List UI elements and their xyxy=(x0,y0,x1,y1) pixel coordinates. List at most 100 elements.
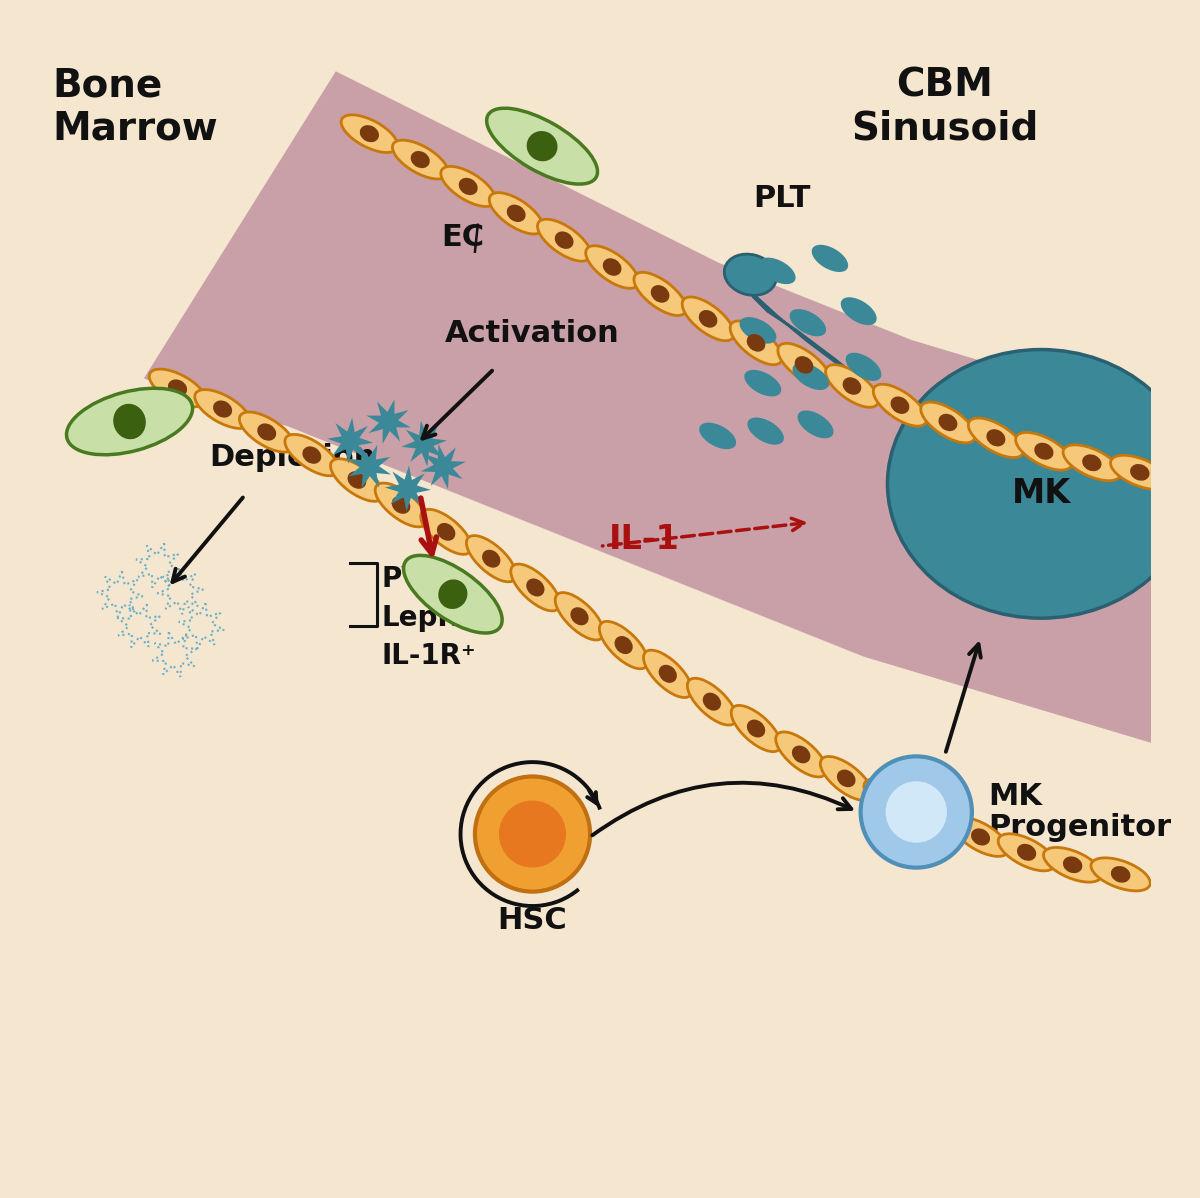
Ellipse shape xyxy=(214,400,232,418)
Ellipse shape xyxy=(739,317,776,344)
Text: Bone
Marrow: Bone Marrow xyxy=(53,67,218,147)
Polygon shape xyxy=(328,418,373,464)
Ellipse shape xyxy=(703,692,721,710)
Ellipse shape xyxy=(554,231,574,249)
Ellipse shape xyxy=(826,364,878,407)
Ellipse shape xyxy=(1063,857,1082,873)
Polygon shape xyxy=(348,444,391,489)
Ellipse shape xyxy=(1130,464,1150,480)
Ellipse shape xyxy=(341,115,397,152)
Ellipse shape xyxy=(556,593,604,640)
Ellipse shape xyxy=(410,151,430,168)
Ellipse shape xyxy=(821,756,872,800)
Ellipse shape xyxy=(758,258,796,284)
Circle shape xyxy=(475,776,590,891)
Ellipse shape xyxy=(792,363,829,391)
Ellipse shape xyxy=(971,828,990,846)
Ellipse shape xyxy=(614,636,632,654)
Ellipse shape xyxy=(440,167,496,206)
Ellipse shape xyxy=(682,297,734,340)
Ellipse shape xyxy=(836,769,856,787)
Ellipse shape xyxy=(330,459,383,501)
Ellipse shape xyxy=(792,745,810,763)
Ellipse shape xyxy=(798,411,834,438)
Ellipse shape xyxy=(487,108,598,184)
Ellipse shape xyxy=(586,246,638,289)
Text: MK: MK xyxy=(1012,477,1070,510)
Ellipse shape xyxy=(746,334,766,352)
Ellipse shape xyxy=(688,678,737,725)
Text: MK
Progenitor: MK Progenitor xyxy=(989,782,1171,842)
Ellipse shape xyxy=(538,219,590,261)
Ellipse shape xyxy=(659,665,677,683)
Ellipse shape xyxy=(1082,454,1102,471)
Text: Depletion: Depletion xyxy=(209,443,376,472)
Ellipse shape xyxy=(953,817,1008,857)
Text: EC: EC xyxy=(440,223,484,252)
Ellipse shape xyxy=(599,622,648,668)
Ellipse shape xyxy=(998,834,1055,871)
Ellipse shape xyxy=(842,377,862,395)
Ellipse shape xyxy=(846,352,881,381)
Ellipse shape xyxy=(1091,858,1151,891)
Ellipse shape xyxy=(811,244,848,272)
Text: HSC: HSC xyxy=(498,906,568,934)
Ellipse shape xyxy=(168,380,187,397)
Ellipse shape xyxy=(1063,444,1121,480)
Ellipse shape xyxy=(403,556,502,633)
Ellipse shape xyxy=(881,792,900,810)
Ellipse shape xyxy=(438,580,468,609)
Ellipse shape xyxy=(730,321,782,364)
Ellipse shape xyxy=(490,193,544,234)
Ellipse shape xyxy=(376,483,427,527)
Ellipse shape xyxy=(511,564,560,611)
Ellipse shape xyxy=(527,131,558,162)
Ellipse shape xyxy=(506,205,526,222)
Ellipse shape xyxy=(634,272,686,315)
Polygon shape xyxy=(385,466,431,512)
Ellipse shape xyxy=(744,370,781,397)
Ellipse shape xyxy=(527,579,545,597)
Ellipse shape xyxy=(938,413,958,431)
Ellipse shape xyxy=(968,418,1024,458)
Polygon shape xyxy=(366,399,410,443)
Ellipse shape xyxy=(1016,843,1037,861)
Text: CBM
Sinusoid: CBM Sinusoid xyxy=(851,67,1039,147)
Ellipse shape xyxy=(1034,443,1054,460)
Ellipse shape xyxy=(920,403,976,443)
Ellipse shape xyxy=(602,259,622,276)
Ellipse shape xyxy=(890,397,910,415)
Ellipse shape xyxy=(392,140,448,179)
Polygon shape xyxy=(144,72,1151,743)
Ellipse shape xyxy=(482,550,500,568)
Ellipse shape xyxy=(778,344,830,387)
Circle shape xyxy=(886,781,947,842)
Ellipse shape xyxy=(864,779,917,822)
Polygon shape xyxy=(421,444,466,489)
Ellipse shape xyxy=(794,356,814,374)
Circle shape xyxy=(860,756,972,867)
Ellipse shape xyxy=(302,447,322,464)
Ellipse shape xyxy=(437,524,455,540)
Ellipse shape xyxy=(1111,866,1130,883)
Ellipse shape xyxy=(643,651,692,697)
Text: Activation: Activation xyxy=(445,319,620,347)
Polygon shape xyxy=(749,278,883,398)
Ellipse shape xyxy=(986,429,1006,447)
Ellipse shape xyxy=(775,732,827,778)
Ellipse shape xyxy=(748,417,784,444)
Ellipse shape xyxy=(731,706,781,751)
Ellipse shape xyxy=(257,423,276,441)
Ellipse shape xyxy=(926,811,944,828)
Ellipse shape xyxy=(790,309,826,337)
Ellipse shape xyxy=(725,254,776,296)
Ellipse shape xyxy=(888,350,1194,618)
Ellipse shape xyxy=(149,369,205,407)
Ellipse shape xyxy=(391,496,410,514)
Polygon shape xyxy=(401,420,446,466)
Ellipse shape xyxy=(841,297,877,325)
Ellipse shape xyxy=(570,607,589,625)
Ellipse shape xyxy=(698,310,718,328)
Circle shape xyxy=(499,800,566,867)
Ellipse shape xyxy=(113,404,146,440)
